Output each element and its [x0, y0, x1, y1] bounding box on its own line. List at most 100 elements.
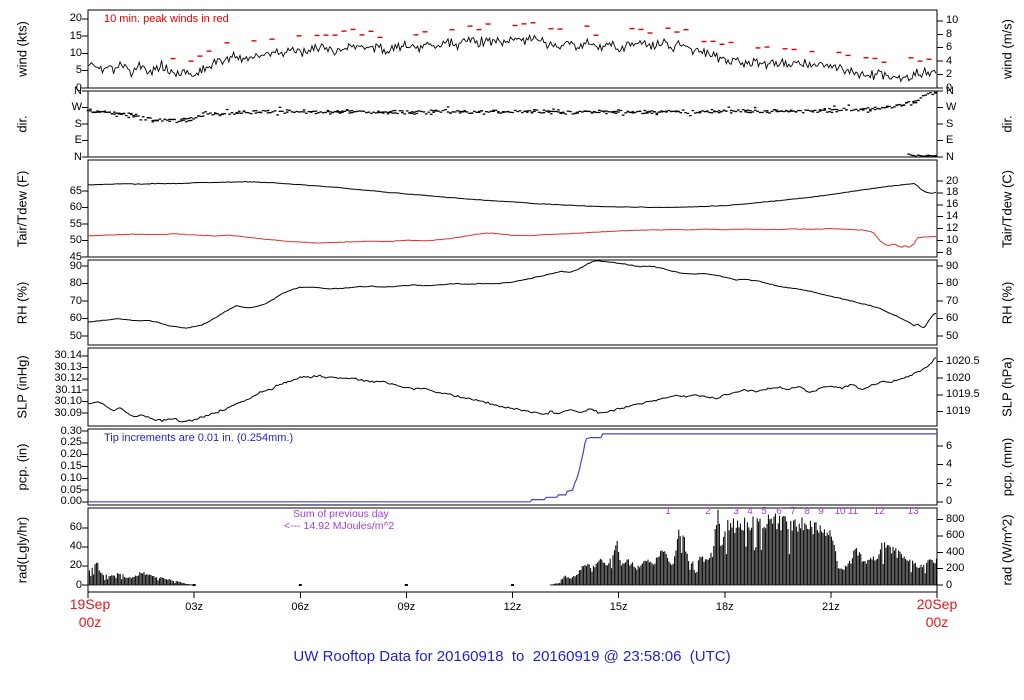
pcp-left-tick-label: 0.25 [60, 436, 82, 449]
wind-left-tick-label: 0 [75, 81, 82, 94]
pcp-right-tick-label: 6 [946, 439, 953, 452]
rad-mjoule-mark-4: 4 [747, 506, 753, 517]
tair-right-tick-label: 14 [946, 210, 959, 223]
tair-right-axis-title: Tair/Tdew (C) [999, 169, 1015, 248]
rad-baseline-speck [192, 584, 196, 587]
panel-slp-frame [87, 347, 938, 427]
rad-baseline-speck [511, 584, 514, 587]
tair-right-tick-label: 8 [946, 245, 953, 258]
wind-left-tick-label: 5 [75, 64, 82, 77]
tair-right-tick-label: 10 [946, 234, 959, 246]
slp-left-tick-label: 30.12 [54, 372, 82, 385]
tair-left-tick-label: 65 [69, 184, 82, 197]
dir-right-tick-label: N [946, 84, 954, 97]
tair-left-axis-title: Tair/Tdew (F) [14, 170, 30, 247]
pcp-right-tick-label: 4 [946, 458, 953, 471]
rad-right-tick-label: 600 [946, 529, 965, 542]
wind-right-tick-label: 4 [946, 54, 953, 67]
dir-left-axis-title: dir. [14, 115, 30, 133]
x-axis-start-hour: 00z [78, 614, 102, 630]
panel-slp [82, 347, 943, 427]
rh-right-tick-label: 90 [946, 259, 959, 272]
x-axis-tick-label-15z: 15z [609, 601, 628, 613]
series-solar_radiation_wm2 [87, 509, 937, 586]
pcp-annotation-0: Tip increments are 0.01 in. (0.254mm.) [104, 432, 294, 444]
pcp-right-tick-label: 0 [946, 495, 953, 508]
wind-right-tick-label: 10 [946, 14, 959, 27]
dir-right-tick-label: W [946, 101, 957, 113]
rad-right-axis-title: rad (W/m^2) [999, 514, 1015, 586]
panel-tair [82, 159, 943, 258]
dir-right-tick-label: S [946, 117, 954, 130]
dir-right-axis-title: dir. [999, 115, 1015, 133]
rad-mjoule-mark-1: 1 [665, 506, 671, 517]
dir-left-tick-label: N [74, 150, 82, 163]
rad-right-tick-label: 400 [946, 545, 965, 558]
slp-left-axis-title: SLP (inHg) [14, 355, 30, 419]
wind-left-tick-label: 10 [69, 46, 82, 59]
wind-right-tick-label: 8 [946, 27, 953, 40]
tair-left-tick-label: 45 [69, 250, 82, 263]
series-wind_direction_deg [86, 91, 937, 124]
slp-right-tick-label: 1020 [946, 371, 971, 384]
wind-right-tick-label: 6 [946, 41, 953, 54]
x-axis-tick-label-09z: 09z [397, 601, 416, 613]
slp-right-tick-label: 1019 [946, 405, 971, 418]
x-axis [87, 592, 938, 598]
rad-left-tick-label: 60 [69, 521, 82, 534]
dir-left-tick-label: E [74, 134, 82, 146]
slp-right-tick-label: 1019.5 [946, 388, 980, 401]
rh-left-axis-title: RH (%) [14, 281, 30, 324]
slp-left-tick-label: 30.10 [54, 395, 82, 408]
series-sea_level_pressure_inhg [87, 357, 937, 423]
wind-right-tick-label: 2 [946, 68, 953, 81]
wind-right-tick-label: 0 [946, 81, 953, 94]
rh-left-tick-label: 70 [69, 294, 82, 307]
panel-rad-frame [87, 507, 938, 593]
tair-left-tick-label: 60 [69, 201, 82, 213]
slp-left-tick-label: 30.09 [54, 406, 82, 419]
rad-mjoule-mark-3: 3 [733, 506, 739, 517]
pcp-left-axis-title: pcp. (in) [14, 443, 30, 491]
rad-left-tick-label: 40 [69, 540, 82, 553]
rh-left-tick-label: 90 [69, 259, 82, 272]
series-tair_f [87, 180, 937, 209]
slp-left-tick-label: 30.11 [55, 383, 82, 396]
series-wind_speed_kts [87, 33, 937, 83]
series-wind_direction_wrap_deg [907, 153, 937, 157]
pcp-left-tick-label: 0.05 [60, 483, 82, 496]
rad-mjoule-mark-7: 7 [790, 506, 796, 517]
tair-right-tick-label: 18 [946, 186, 959, 199]
pcp-left-tick-label: 0.10 [60, 471, 82, 484]
panel-wind-frame [87, 9, 938, 89]
panel-dir-frame [87, 90, 938, 158]
wind-left-tick-label: 15 [69, 29, 82, 42]
wind-annotation-0: 10 min. peak winds in red [104, 13, 229, 25]
panel-wind [82, 9, 943, 89]
tair-right-tick-label: 12 [946, 222, 959, 235]
pcp-left-tick-label: 0.30 [60, 424, 82, 437]
pcp-right-tick-label: 2 [946, 476, 953, 489]
pcp-left-tick-label: 0.00 [60, 495, 82, 508]
tair-left-tick-label: 55 [69, 217, 82, 230]
tair-right-tick-label: 20 [946, 174, 959, 187]
panel-rad [82, 507, 943, 593]
rad-left-tick-label: 20 [69, 559, 82, 572]
pcp-left-tick-label: 0.20 [60, 448, 82, 461]
dir-right-tick-label: N [946, 150, 954, 163]
pcp-left-tick-label: 0.15 [60, 460, 82, 472]
rad-mjoule-mark-8: 8 [804, 506, 810, 517]
x-axis-end-hour: 00z [925, 614, 949, 630]
panel-pcp [82, 428, 943, 506]
slp-right-tick-label: 1020.5 [946, 354, 980, 367]
panel-dir [82, 90, 943, 158]
x-axis-tick-label-12z: 12z [503, 601, 522, 613]
dir-left-tick-label: W [71, 101, 82, 113]
x-axis-start-date: 19Sep [69, 596, 111, 612]
panel-rh [82, 259, 943, 346]
panel-rh-frame [87, 259, 938, 346]
rad-mjoule-mark-6: 6 [776, 506, 782, 517]
rad-mjoule-mark-2: 2 [705, 506, 711, 517]
rad-mjoule-mark-11: 11 [847, 506, 859, 517]
rad-right-tick-label: 800 [946, 513, 965, 526]
